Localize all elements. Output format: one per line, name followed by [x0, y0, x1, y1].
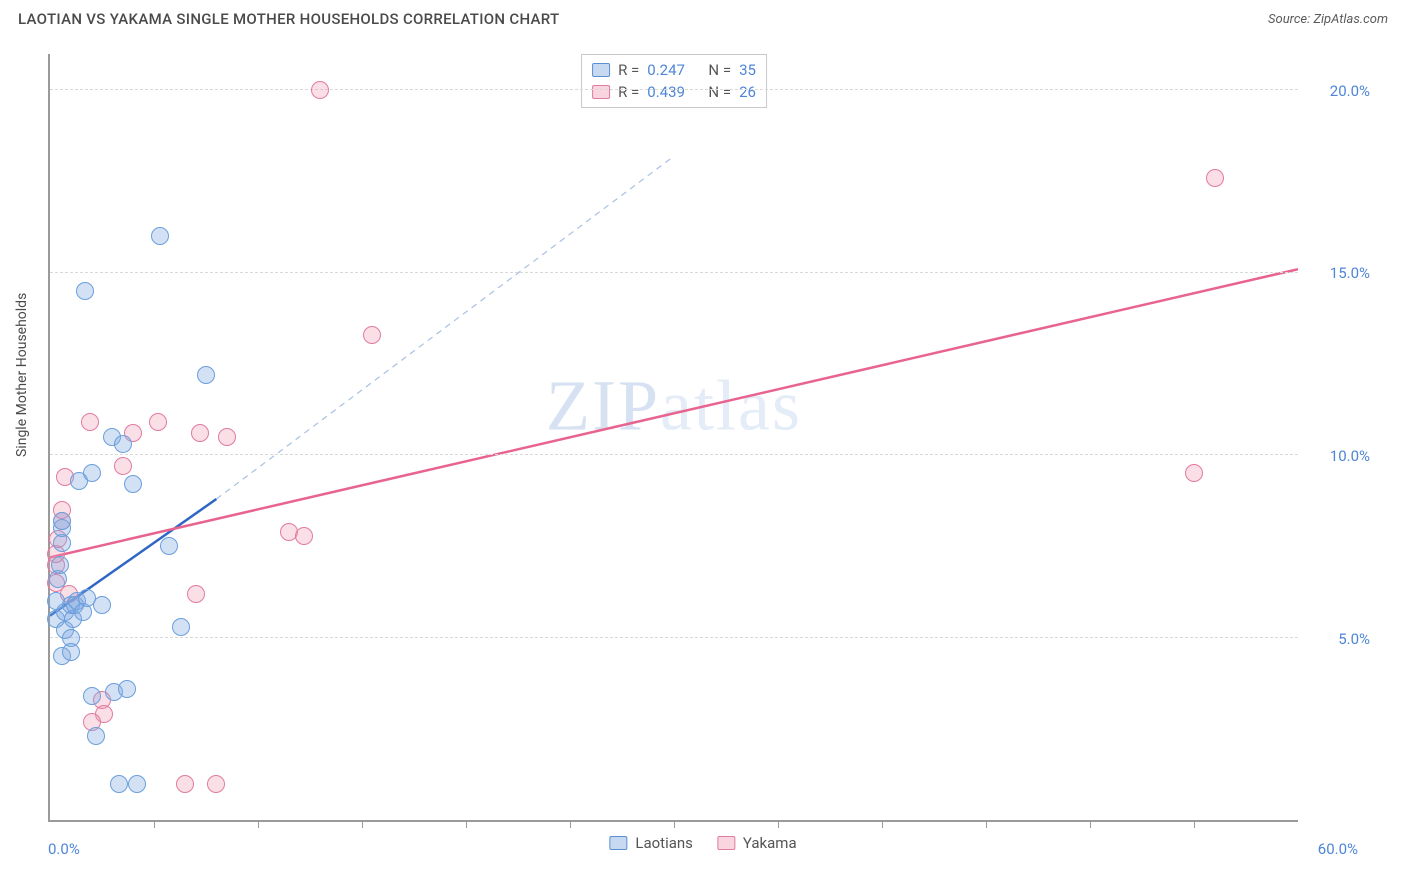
point-yakama	[311, 81, 329, 99]
point-laotians	[53, 512, 71, 530]
gridline-h	[50, 454, 1298, 455]
swatch-pink	[717, 836, 735, 850]
series-legend: Laotians Yakama	[609, 834, 796, 852]
legend-item-yakama: Yakama	[717, 834, 797, 852]
point-yakama	[1185, 464, 1203, 482]
x-tick	[258, 820, 259, 828]
point-yakama	[187, 585, 205, 603]
point-laotians	[160, 537, 178, 555]
x-tick	[570, 820, 571, 828]
x-tick	[154, 820, 155, 828]
point-yakama	[218, 428, 236, 446]
point-yakama	[207, 775, 225, 793]
x-tick	[778, 820, 779, 828]
x-tick	[362, 820, 363, 828]
gridline-h	[50, 637, 1298, 638]
trend-line	[216, 156, 674, 499]
chart-area: Single Mother Households ZIPatlas R = 0.…	[18, 42, 1388, 872]
point-laotians	[118, 680, 136, 698]
correlation-legend: R = 0.247 N = 35 R = 0.439 N = 26	[581, 54, 767, 108]
point-laotians	[197, 366, 215, 384]
point-laotians	[87, 727, 105, 745]
trend-lines	[50, 54, 1298, 820]
point-laotians	[110, 775, 128, 793]
point-yakama	[176, 775, 194, 793]
point-yakama	[295, 527, 313, 545]
y-tick-label: 20.0%	[1330, 82, 1370, 100]
y-axis-label: Single Mother Households	[14, 293, 30, 457]
x-tick	[466, 820, 467, 828]
y-tick-label: 5.0%	[1338, 630, 1370, 648]
x-axis-end: 60.0%	[1318, 840, 1358, 858]
point-laotians	[83, 464, 101, 482]
swatch-blue	[592, 63, 610, 77]
point-yakama	[191, 424, 209, 442]
legend-item-laotians: Laotians	[609, 834, 693, 852]
point-yakama	[1206, 169, 1224, 187]
watermark: ZIPatlas	[546, 365, 802, 448]
x-tick	[986, 820, 987, 828]
point-yakama	[149, 413, 167, 431]
chart-source: Source: ZipAtlas.com	[1268, 12, 1388, 27]
swatch-pink	[592, 85, 610, 99]
y-tick-label: 15.0%	[1330, 264, 1370, 282]
trend-line	[50, 269, 1298, 557]
legend-row-yakama: R = 0.439 N = 26	[592, 81, 756, 103]
point-yakama	[363, 326, 381, 344]
point-laotians	[83, 687, 101, 705]
gridline-h	[50, 272, 1298, 273]
point-laotians	[128, 775, 146, 793]
point-laotians	[78, 589, 96, 607]
x-tick	[674, 820, 675, 828]
point-laotians	[51, 556, 69, 574]
point-yakama	[81, 413, 99, 431]
y-tick-label: 10.0%	[1330, 447, 1370, 465]
legend-row-laotians: R = 0.247 N = 35	[592, 59, 756, 81]
x-tick	[1194, 820, 1195, 828]
point-laotians	[151, 227, 169, 245]
plot-region: ZIPatlas R = 0.247 N = 35 R = 0.439 N = …	[48, 54, 1298, 822]
chart-title: LAOTIAN VS YAKAMA SINGLE MOTHER HOUSEHOL…	[18, 10, 559, 28]
x-tick	[882, 820, 883, 828]
x-tick	[1090, 820, 1091, 828]
point-laotians	[114, 435, 132, 453]
point-laotians	[172, 618, 190, 636]
point-laotians	[124, 475, 142, 493]
x-axis-start: 0.0%	[48, 840, 80, 858]
gridline-h	[50, 89, 1298, 90]
point-laotians	[76, 282, 94, 300]
chart-header: LAOTIAN VS YAKAMA SINGLE MOTHER HOUSEHOL…	[0, 0, 1406, 34]
point-yakama	[114, 457, 132, 475]
swatch-blue	[609, 836, 627, 850]
point-laotians	[62, 643, 80, 661]
